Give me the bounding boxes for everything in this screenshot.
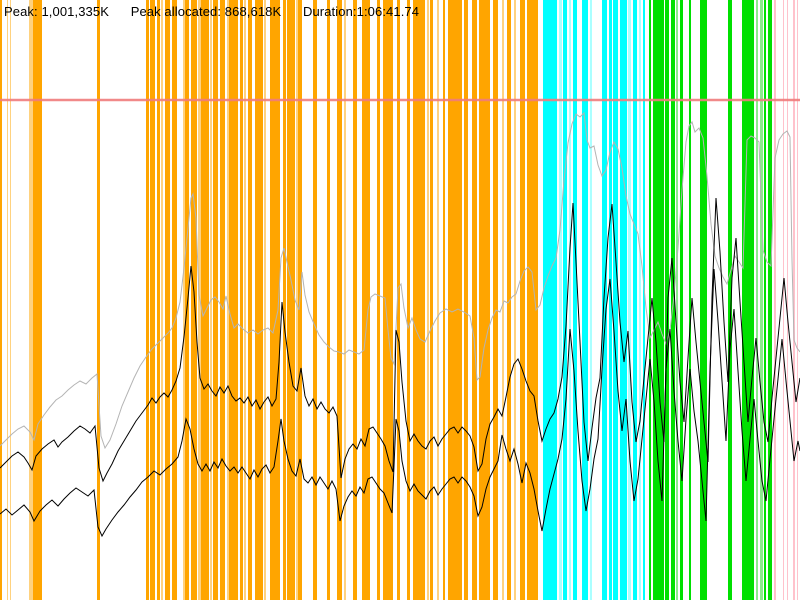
- series-allocated-lower-black: [0, 268, 800, 538]
- event-stripe: [313, 0, 317, 600]
- status-bar: Peak: 1,001,335K Peak allocated: 868,618…: [4, 4, 437, 20]
- event-stripe: [764, 0, 766, 600]
- event-stripe: [10, 0, 11, 600]
- event-stripe: [248, 0, 252, 600]
- event-stripe: [448, 0, 462, 600]
- duration-value-label: Duration:1:06:41.74: [302, 4, 420, 19]
- event-stripe: [296, 0, 298, 600]
- event-stripe: [700, 0, 707, 600]
- event-stripe: [161, 0, 163, 600]
- event-stripe: [270, 0, 280, 600]
- event-stripe: [582, 0, 588, 600]
- event-stripe: [437, 0, 439, 600]
- event-stripe: [689, 0, 691, 600]
- event-stripe: [377, 0, 380, 600]
- event-stripe: [633, 0, 637, 600]
- event-stripe: [0, 0, 2, 600]
- event-stripe: [213, 0, 218, 600]
- peak-value-label: Peak: 1,001,335K: [4, 4, 109, 19]
- event-stripe: [185, 0, 189, 600]
- event-stripe: [783, 0, 784, 600]
- event-stripe: [430, 0, 433, 600]
- event-stripe: [680, 0, 683, 600]
- event-stripe: [7, 0, 8, 600]
- event-stripe: [760, 0, 763, 600]
- event-stripe: [613, 0, 618, 600]
- event-stripe: [172, 0, 177, 600]
- event-stripe: [33, 0, 42, 600]
- series-allocated-upper-black: [0, 197, 800, 483]
- event-stripe: [728, 0, 732, 600]
- event-stripe: [464, 0, 468, 600]
- event-stripe: [573, 0, 577, 600]
- event-stripe: [671, 0, 675, 600]
- event-stripe: [514, 0, 516, 600]
- event-stripe: [493, 0, 498, 600]
- peak-allocated-value-label: Peak allocated: 868,618K: [130, 4, 282, 19]
- event-stripe: [287, 0, 295, 600]
- event-stripe: [643, 0, 645, 600]
- event-stripe: [639, 0, 641, 600]
- event-stripe: [29, 0, 33, 600]
- event-stripe: [590, 0, 592, 600]
- event-stripe: [229, 0, 238, 600]
- event-stripe: [527, 0, 538, 600]
- event-stripe: [240, 0, 243, 600]
- event-stripe: [479, 0, 490, 600]
- event-stripe: [337, 0, 342, 600]
- event-stripe: [774, 0, 776, 600]
- event-stripe: [768, 0, 772, 600]
- event-stripe: [201, 0, 209, 600]
- event-stripe: [255, 0, 263, 600]
- event-stripe: [413, 0, 425, 600]
- event-stripe: [407, 0, 410, 600]
- event-stripe: [472, 0, 477, 600]
- event-stripe: [649, 0, 651, 600]
- event-stripe: [559, 0, 562, 600]
- event-stripe: [227, 0, 229, 600]
- event-stripe: [146, 0, 149, 600]
- event-stripe: [97, 0, 100, 600]
- event-stripe: [264, 0, 266, 600]
- event-stripe: [353, 0, 357, 600]
- event-stripe: [609, 0, 612, 600]
- event-stripe: [569, 0, 571, 600]
- event-stripe: [427, 0, 429, 600]
- event-stripe: [620, 0, 627, 600]
- event-stripe: [742, 0, 754, 600]
- event-stripe: [443, 0, 445, 600]
- event-stripe: [507, 0, 511, 600]
- event-stripe: [165, 0, 170, 600]
- event-stripe: [653, 0, 664, 600]
- event-stripe: [787, 0, 788, 600]
- event-stripe: [520, 0, 525, 600]
- event-stripe: [220, 0, 225, 600]
- event-stripe: [327, 0, 330, 600]
- event-stripe: [344, 0, 346, 600]
- event-stripe: [397, 0, 400, 600]
- event-stripe: [756, 0, 758, 600]
- event-stripe: [665, 0, 669, 600]
- event-stripe: [362, 0, 370, 600]
- event-stripe: [793, 0, 795, 600]
- event-stripe: [183, 0, 185, 600]
- event-stripe: [563, 0, 567, 600]
- event-stripe: [797, 0, 798, 600]
- event-stripe: [543, 0, 557, 600]
- event-stripe: [157, 0, 160, 600]
- event-stripe: [244, 0, 246, 600]
- event-stripe: [628, 0, 631, 600]
- event-stripe: [602, 0, 607, 600]
- event-stripe: [676, 0, 678, 600]
- event-stripe: [383, 0, 393, 600]
- event-stripe: [150, 0, 155, 600]
- event-stripe: [502, 0, 504, 600]
- event-stripe: [283, 0, 286, 600]
- series-peak-envelope-gray: [0, 111, 800, 450]
